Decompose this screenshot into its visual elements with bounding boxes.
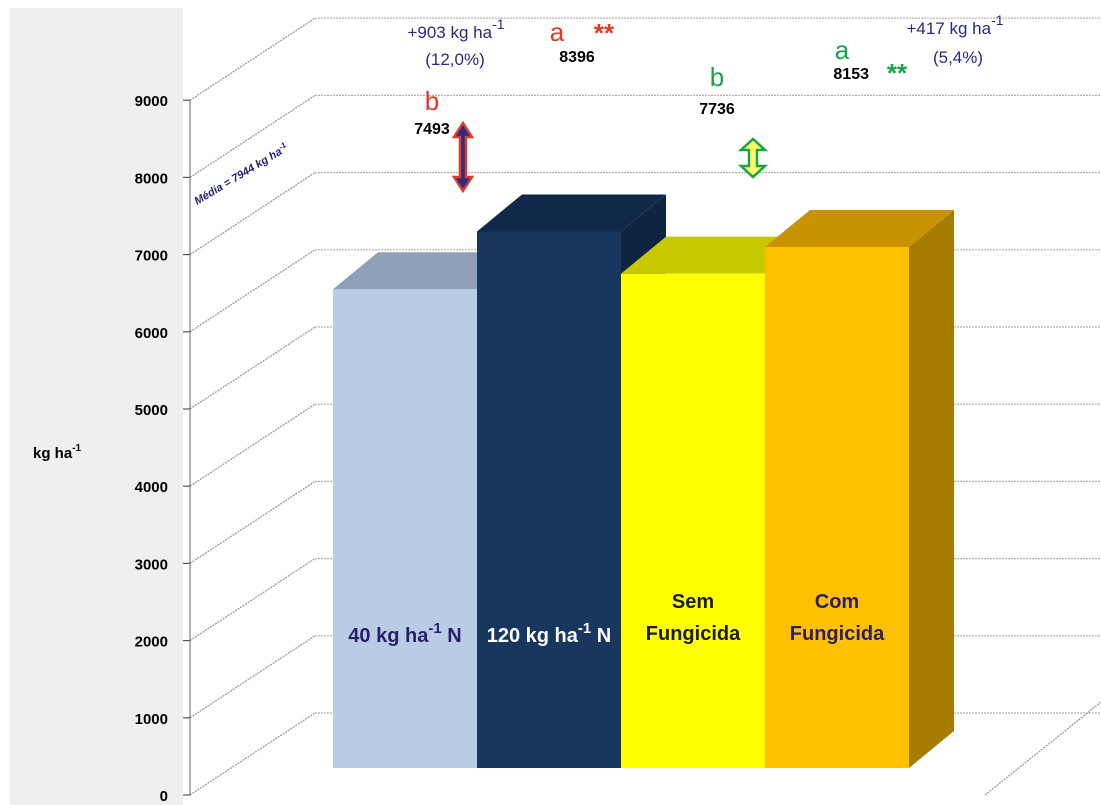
gridline-diagonal [189, 17, 316, 101]
y-tick-label: 3000 [135, 556, 168, 573]
nitrogen-difference-arrow [451, 120, 475, 194]
bar [765, 247, 909, 768]
y-tick-label: 7000 [135, 248, 168, 265]
gridline-diagonal [189, 558, 316, 642]
y-tick-label: 6000 [135, 325, 168, 342]
gridline-diagonal [189, 172, 316, 256]
left-panel [10, 8, 183, 805]
significance-letter: b [710, 62, 724, 92]
y-axis-label: kg ha-1 [33, 443, 82, 462]
bars: 40 kg ha-1 N 120 kg ha-1 N Sem Fungicida Com… [333, 17, 954, 769]
gridline-diagonal [189, 480, 316, 564]
gridline-diagonal [189, 326, 316, 410]
bar [621, 273, 765, 768]
nitrogen-gain-label: +903 kg ha-1 [407, 16, 504, 42]
y-tick-label: 0 [160, 788, 168, 805]
gridline-diagonal [189, 403, 316, 487]
y-tick-label: 9000 [135, 93, 168, 110]
bar [477, 231, 621, 768]
fungicide-difference-arrow [737, 137, 769, 179]
y-tick-label: 2000 [135, 634, 168, 651]
bar-category-label-line2: Fungicida [790, 623, 885, 645]
bar [333, 289, 477, 768]
fungicide-gain-percent: (5,4%) [933, 48, 983, 67]
bar-category-label: Com [815, 591, 859, 613]
data-label: 8396 [559, 49, 595, 66]
y-tick-label: 5000 [135, 402, 168, 419]
gridline-diagonal [189, 712, 316, 796]
data-label: 7736 [699, 101, 735, 118]
y-tick-label: 1000 [135, 711, 168, 728]
bar-top [765, 210, 954, 248]
bar-category-label: 40 kg ha-1 N [348, 620, 461, 647]
bar-category-label: Sem [672, 591, 714, 613]
data-label: 8153 [833, 66, 869, 83]
fungicide-gain-label: +417 kg ha-1 [906, 12, 1003, 38]
y-tick-label: 8000 [135, 170, 168, 187]
gridline-diagonal [189, 249, 316, 333]
bar-side [909, 210, 954, 768]
gridline-diagonal [189, 94, 316, 178]
bar-category-label: 120 kg ha-1 N [487, 620, 612, 647]
gridline-diagonal [189, 635, 316, 719]
significance-letter: a [550, 17, 565, 47]
y-tick-label: 4000 [135, 479, 168, 496]
significance-letter: b [425, 86, 439, 116]
nitrogen-gain-percent: (12,0%) [425, 50, 485, 69]
bar-top [477, 194, 666, 232]
significance-stars: ** [594, 18, 615, 48]
floor-edge [984, 701, 1101, 796]
bar-top [621, 236, 810, 274]
y-axis-ticks: 0 1000 2000 3000 4000 5000 6000 7000 8000 9000 [135, 93, 168, 805]
significance-stars: ** [887, 58, 908, 88]
significance-letter: a [835, 35, 850, 65]
bar-top [333, 252, 522, 290]
bar-category-label-line2: Fungicida [646, 623, 741, 645]
data-label: 7493 [414, 121, 450, 138]
